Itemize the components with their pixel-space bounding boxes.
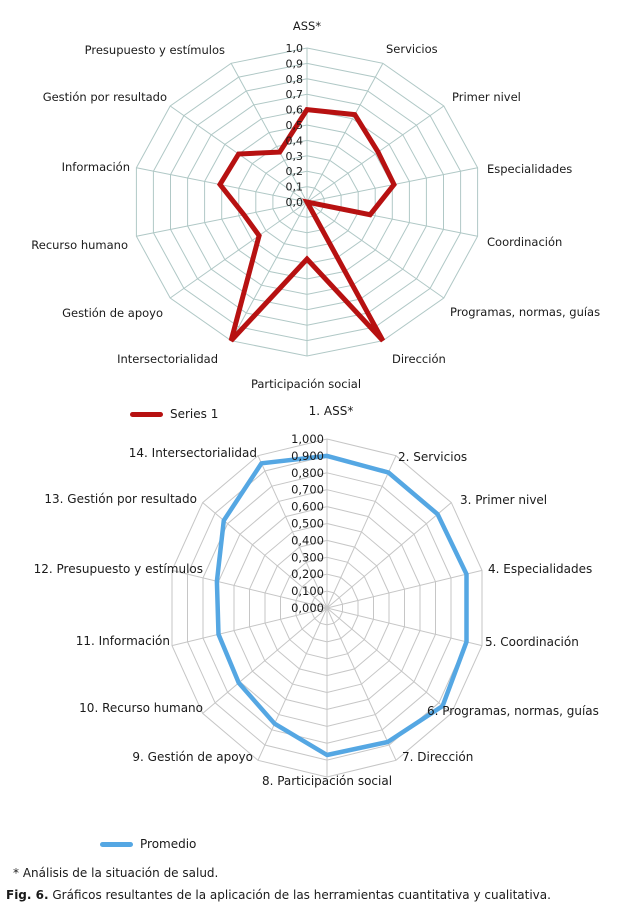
axis-label: 1. ASS* bbox=[309, 404, 354, 418]
radar-chart-promedio: 1,000 0,900 0,800 0,700 0,600 0,500 0,400 0,300… bbox=[34, 404, 599, 788]
grid-spoke bbox=[306, 201, 445, 299]
grid-spoke bbox=[326, 607, 397, 761]
grid-spoke bbox=[326, 607, 452, 714]
series1-line-swatch bbox=[130, 411, 163, 417]
legend-series1: Series 1 bbox=[130, 407, 218, 421]
axis-label: Coordinación bbox=[487, 235, 562, 249]
axis-label: Información bbox=[62, 160, 130, 174]
axis-label: Dirección bbox=[392, 352, 446, 366]
grid-spoke bbox=[202, 607, 328, 714]
figure-caption-text: Gráficos resultantes de la aplicación de… bbox=[48, 888, 551, 902]
axis-label: 7. Dirección bbox=[402, 750, 473, 764]
axis-label: 6. Programas, normas, guías bbox=[427, 704, 599, 718]
tick-label: 0,600 bbox=[291, 500, 324, 514]
grid-spoke bbox=[326, 502, 452, 609]
tick-label: 0,800 bbox=[291, 466, 324, 480]
grid-spoke bbox=[257, 455, 328, 609]
tick-label: 0,8 bbox=[286, 73, 304, 86]
tick-label: 0,700 bbox=[291, 483, 324, 497]
grid-spoke bbox=[306, 105, 445, 203]
axis-label: 8. Participación social bbox=[262, 774, 392, 788]
axis-label: Gestión de apoyo bbox=[62, 306, 163, 320]
axis-label: 14. Intersectorialidad bbox=[129, 446, 257, 460]
axis-label: Recurso humano bbox=[31, 238, 128, 252]
axis-label: 12. Presupuesto y estímulos bbox=[34, 562, 203, 576]
axis-label: Primer nivel bbox=[452, 90, 521, 104]
tick-label: 0,2 bbox=[286, 165, 304, 178]
axis-label: 4. Especialidades bbox=[488, 562, 592, 576]
tick-label: 0,0 bbox=[286, 196, 304, 209]
tick-label: 0,5 bbox=[286, 119, 304, 132]
grid-spoke bbox=[169, 201, 308, 299]
tick-label: 0,4 bbox=[286, 134, 304, 147]
axis-label: ASS* bbox=[293, 19, 321, 33]
tick-label: 0,7 bbox=[286, 88, 304, 101]
figure-caption-number: Fig. 6. bbox=[6, 888, 49, 902]
axis-label: Presupuesto y estímulos bbox=[85, 43, 225, 57]
axis-label: Gestión por resultado bbox=[43, 90, 167, 104]
grid-spoke bbox=[306, 63, 384, 203]
tick-label: 1,000 bbox=[291, 432, 324, 446]
axis-label: 3. Primer nivel bbox=[460, 493, 547, 507]
axis-label: Participación social bbox=[251, 377, 361, 391]
tick-label: 0,100 bbox=[291, 584, 324, 598]
grid-spoke bbox=[136, 201, 308, 237]
grid-spoke bbox=[171, 569, 328, 609]
tick-label: 0,900 bbox=[291, 449, 324, 463]
tick-label: 0,1 bbox=[286, 181, 304, 194]
promedio-line-swatch bbox=[100, 841, 133, 847]
figure-caption: Fig. 6. Gráficos resultantes de la aplic… bbox=[6, 888, 551, 902]
legend-promedio-label: Promedio bbox=[140, 837, 197, 851]
grid-spoke bbox=[257, 607, 328, 761]
tick-label: 1,0 bbox=[286, 42, 304, 55]
grid-spoke bbox=[230, 201, 308, 341]
tick-label: 0,000 bbox=[291, 601, 324, 615]
footnote-asterisk: * Análisis de la situación de salud. bbox=[13, 866, 219, 880]
axis-label: 10. Recurso humano bbox=[79, 701, 203, 715]
tick-label: 0,500 bbox=[291, 517, 324, 531]
tick-label: 0,9 bbox=[286, 57, 304, 70]
grid-spoke bbox=[326, 569, 483, 609]
axis-label: 2. Servicios bbox=[398, 450, 467, 464]
radar-chart-cuantitativa: 1,0 0,9 0,8 0,7 0,6 0,5 0,4 0,3 0,2 0,1 0,0 ASS* Ser… bbox=[31, 19, 600, 391]
axis-label: Programas, normas, guías bbox=[450, 305, 600, 319]
axis-label: 9. Gestión de apoyo bbox=[132, 750, 253, 764]
legend-series1-label: Series 1 bbox=[170, 407, 219, 421]
tick-label: 0,400 bbox=[291, 533, 324, 547]
axis-label: 11. Información bbox=[76, 634, 170, 648]
grid-spoke bbox=[171, 607, 328, 647]
tick-label: 0,300 bbox=[291, 550, 324, 564]
legend-promedio: Promedio bbox=[100, 837, 196, 851]
grid-spoke bbox=[230, 63, 308, 203]
grid-spoke bbox=[326, 455, 397, 609]
axis-label: Intersectorialidad bbox=[117, 352, 218, 366]
axis-label: 13. Gestión por resultado bbox=[44, 492, 197, 506]
tick-label: 0,3 bbox=[286, 150, 304, 163]
tick-label: 0,6 bbox=[286, 104, 304, 117]
axis-label: Especialidades bbox=[487, 162, 572, 176]
tick-label: 0,200 bbox=[291, 567, 324, 581]
grid-spoke bbox=[326, 607, 483, 647]
series-line-series1 bbox=[216, 106, 397, 343]
axis-label: Servicios bbox=[386, 42, 438, 56]
series-line-promedio bbox=[214, 453, 469, 758]
axis-label: 5. Coordinación bbox=[485, 635, 579, 649]
